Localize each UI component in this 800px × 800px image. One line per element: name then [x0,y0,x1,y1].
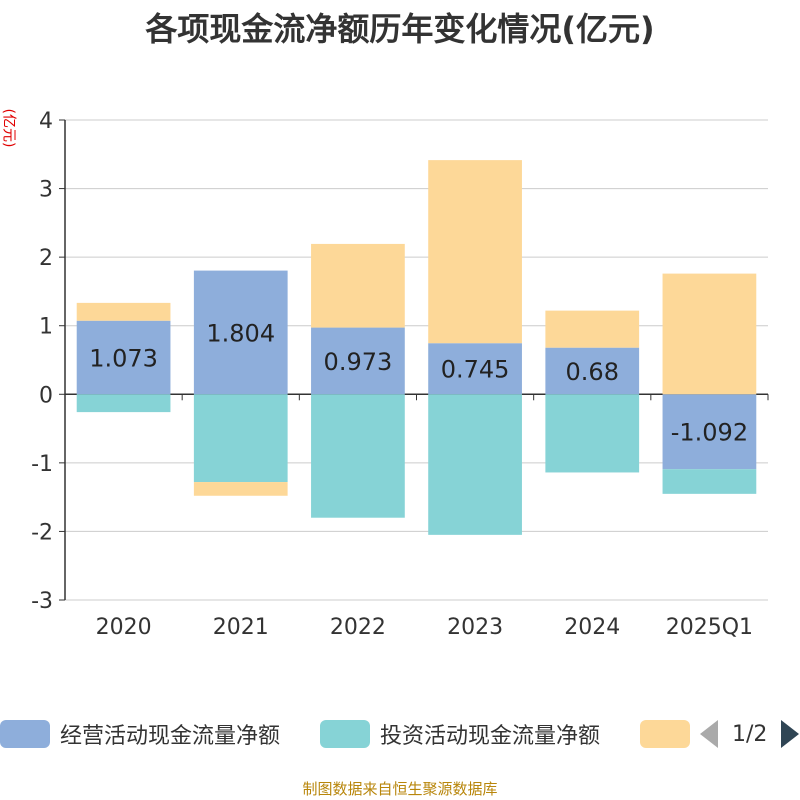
data-label-2025Q1: -1.092 [671,419,748,447]
legend-item-financing[interactable] [640,716,690,752]
bar-series1-2021 [193,394,288,483]
bar-series1-2022 [311,394,405,518]
bar-series2-2024 [545,310,640,348]
legend-pager: 1/2 [700,716,800,752]
data-label-2020: 1.073 [89,344,158,372]
bar-series1-2024 [545,394,640,473]
y-tick-label: 2 [39,246,53,271]
data-label-2021: 1.804 [206,319,275,347]
x-tick-label-2020: 2020 [96,615,152,640]
legend-page-number: 1/2 [732,721,768,747]
data-label-2023: 0.745 [441,356,510,384]
chart-title: 各项现金流净额历年变化情况(亿元) [145,10,655,48]
legend: 经营活动现金流量净额 投资活动现金流量净额 1/2 [0,716,800,756]
bar-series0-2022 [311,327,405,395]
legend-prev-arrow-icon[interactable] [700,720,718,748]
y-tick-label: 0 [39,383,53,408]
y-tick-label: -2 [31,520,53,545]
x-tick-label-2024: 2024 [564,615,620,640]
bar-series0-2021 [193,270,288,395]
bar-series0-2025Q1 [662,394,757,470]
bar-series2-2022 [311,243,405,328]
legend-label-investing: 投资活动现金流量净额 [380,724,601,749]
legend-swatch-investing [320,720,370,748]
bar-series0-2024 [545,347,640,395]
bar-series2-2021 [193,482,288,496]
data-label-2024: 0.68 [566,358,619,386]
bar-series1-2020 [76,394,171,413]
bar-series1-2023 [428,394,522,535]
y-tick-label: 4 [39,109,53,134]
legend-item-operating[interactable]: 经营活动现金流量净额 [0,716,280,752]
y-tick-label: -3 [31,589,53,614]
x-tick-label-2021: 2021 [213,615,269,640]
x-tick-label-2025Q1: 2025Q1 [666,615,753,640]
bar-series2-2020 [76,302,171,321]
y-tick-label: -1 [31,452,53,477]
legend-next-arrow-icon[interactable] [781,720,800,748]
legend-item-investing[interactable]: 投资活动现金流量净额 [320,716,600,752]
legend-label-operating: 经营活动现金流量净额 [60,724,281,749]
stacked-bar-chart: 4 3 2 1 0 -1 -2 -3 1.073 2020 1.804 2021 0.973 2022 0.… [31,109,769,640]
x-tick-label-2022: 2022 [330,615,386,640]
x-tick-label-2023: 2023 [447,615,503,640]
legend-swatch-financing [640,720,690,748]
y-tick-label: 3 [39,178,53,203]
bar-series0-2023 [428,343,522,395]
data-label-2022: 0.973 [324,348,393,376]
bar-series2-2023 [428,160,522,344]
legend-swatch-operating [0,720,50,748]
bar-series1-2025Q1 [662,469,757,494]
bar-series0-2020 [76,320,171,395]
bar-series2-2025Q1 [662,273,757,395]
y-tick-label: 1 [39,315,53,340]
data-source-footer: 制图数据来自恒生聚源数据库 [302,780,498,798]
